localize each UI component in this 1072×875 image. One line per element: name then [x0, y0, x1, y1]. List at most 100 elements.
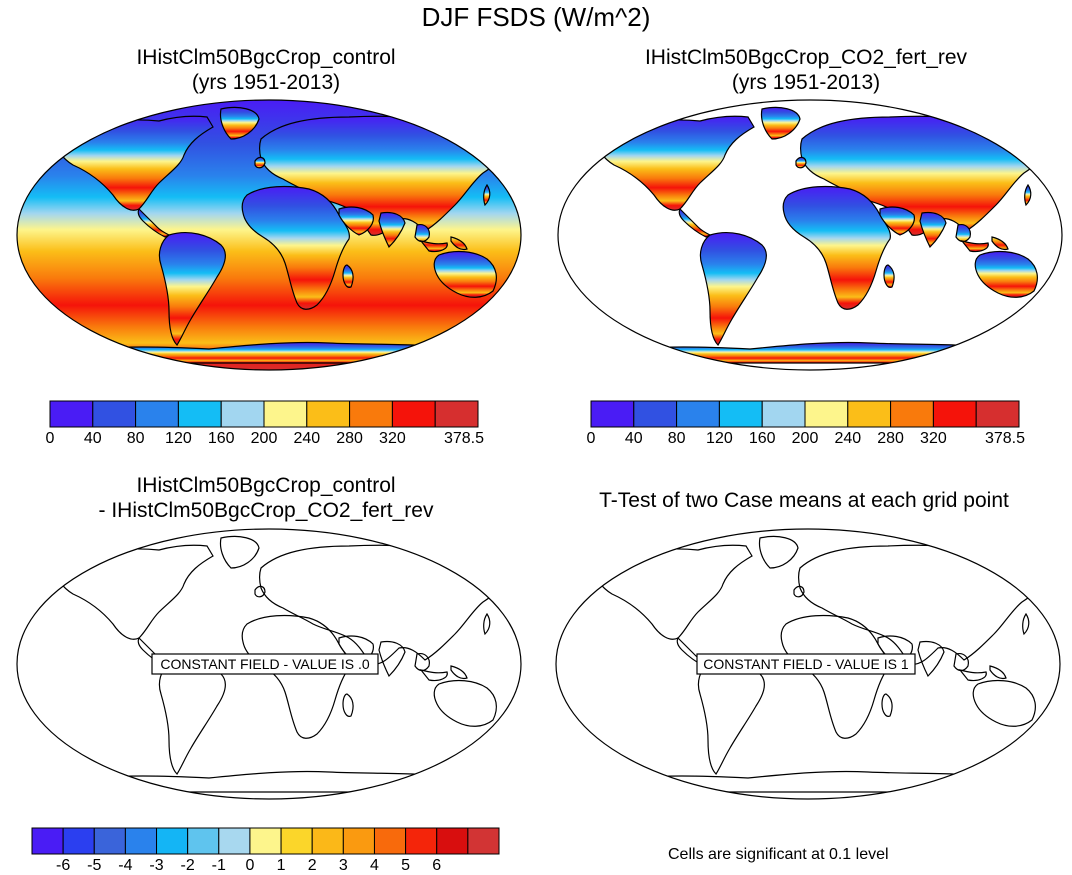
colorbar-diff-swatch	[405, 827, 438, 855]
constant-label-3: CONSTANT FIELD - VALUE IS .0	[151, 653, 379, 675]
colorbar-diff-tick-label: -2	[180, 857, 195, 874]
colorbar-diff-swatch	[31, 827, 64, 855]
colorbar-2-swatch	[676, 400, 720, 428]
colorbar-diff-swatch	[124, 827, 158, 855]
colorbar-1-tick-label: 280	[336, 430, 363, 447]
colorbar-1-tick-label: 120	[165, 430, 192, 447]
colorbar-1-tick-label: 378.5	[443, 430, 485, 447]
map-3-border	[16, 528, 522, 800]
panel-3-title-line2: - IHistClm50BgcCrop_CO2_fert_rev	[98, 499, 434, 522]
colorbar-1-swatch	[135, 400, 179, 428]
map-panel-4	[555, 528, 1061, 800]
colorbar-diff-tick-label: 1	[276, 857, 286, 874]
panel-2-title: IHistClm50BgcCrop_CO2_fert_rev (yrs 1951…	[556, 45, 1056, 95]
colorbar-diff-swatch	[249, 827, 282, 855]
constant-label-4: CONSTANT FIELD - VALUE IS 1	[696, 653, 916, 675]
colorbar-diff-swatch	[342, 827, 375, 855]
colorbar-1-swatch	[92, 400, 137, 428]
map-panel-3	[16, 528, 522, 800]
panel-3-title-line1: IHistClm50BgcCrop_control	[136, 474, 396, 497]
colorbar-diff-swatch	[218, 827, 251, 855]
colorbar-1-swatch	[49, 400, 94, 428]
map-panel-2	[557, 99, 1063, 371]
colorbar-2-swatch	[718, 400, 763, 428]
colorbar-diff-swatch	[93, 827, 126, 855]
colorbar-diff-tick-label: 0	[245, 857, 255, 874]
colorbar-2-tick-label: 120	[706, 430, 733, 447]
colorbar-1-tick-label: 0	[45, 430, 55, 447]
colorbar-1-tick-label: 320	[379, 430, 406, 447]
colorbar-diff-tick-label: 6	[432, 857, 442, 874]
panel-1-title-line1: IHistClm50BgcCrop_control	[136, 46, 396, 69]
colorbar-2-swatch	[890, 400, 934, 428]
map-panel-1	[16, 99, 522, 371]
colorbar-1-tick-label: 200	[250, 430, 278, 447]
colorbar-diff-swatch	[62, 827, 95, 855]
colorbar-diff-swatch	[187, 827, 220, 855]
colorbar-diff-tick-label: 4	[370, 857, 379, 874]
colorbar-diff-swatch	[467, 827, 500, 855]
colorbar-diff-swatch	[373, 827, 407, 855]
colorbar-1-swatch	[220, 400, 265, 428]
colorbar-diff-tick-label: -4	[118, 857, 133, 874]
map-4-border	[555, 528, 1061, 800]
colorbar-panel-1	[49, 400, 479, 428]
constant-label-4-box	[696, 653, 916, 675]
colorbar-2-tick-label: 240	[834, 430, 862, 447]
colorbar-2-tick-label: 160	[748, 430, 776, 447]
colorbar-diff-tick-label: -5	[87, 857, 102, 874]
significance-footnote: Cells are significant at 0.1 level	[668, 846, 889, 863]
constant-label-3-box	[151, 653, 379, 675]
colorbar-2-tick-label: 0	[586, 430, 596, 447]
map-2-land	[569, 106, 1055, 364]
colorbar-diff-tick-label: -6	[56, 857, 71, 874]
colorbar-2-tick-label: 80	[667, 430, 686, 447]
colorbar-diff-swatch	[311, 827, 344, 855]
panel-4-title: T-Test of two Case means at each grid po…	[536, 488, 1072, 513]
constant-label-3-text: CONSTANT FIELD - VALUE IS .0	[160, 656, 369, 672]
colorbar-2-tick-label: 280	[877, 430, 904, 447]
colorbar-1-swatch	[306, 400, 351, 428]
colorbar-2-tick-label: 320	[920, 430, 947, 447]
map-2-border	[557, 99, 1063, 371]
colorbar-diff-swatch	[280, 827, 313, 855]
panel-4-title-line1: T-Test of two Case means at each grid po…	[599, 489, 1009, 512]
constant-label-4-text: CONSTANT FIELD - VALUE IS 1	[703, 656, 909, 672]
colorbar-2-swatch	[633, 400, 678, 428]
colorbar-diff-tick-label: -3	[149, 857, 164, 874]
colorbar-1-swatch	[434, 400, 479, 428]
colorbar-1-swatch	[263, 400, 308, 428]
colorbar-diff-tick-label: 2	[307, 857, 317, 874]
colorbar-2-tick-label: 378.5	[984, 430, 1026, 447]
colorbar-1-swatch	[177, 400, 222, 428]
panel-2-title-line1: IHistClm50BgcCrop_CO2_fert_rev	[644, 46, 968, 69]
colorbar-2-tick-label: 200	[791, 430, 819, 447]
colorbar-diff-tick-label: -1	[211, 857, 226, 874]
colorbar-2-swatch	[804, 400, 849, 428]
colorbar-1-swatch	[391, 400, 436, 428]
colorbar-diff-tick-label: 3	[338, 857, 348, 874]
colorbar-1-tick-label: 160	[207, 430, 235, 447]
colorbar-diff-swatch	[156, 827, 189, 855]
colorbar-2-swatch	[975, 400, 1020, 428]
colorbar-2-swatch	[847, 400, 892, 428]
colorbar-difference	[31, 827, 500, 855]
colorbar-2-swatch	[590, 400, 635, 428]
colorbar-1-tick-label: 240	[293, 430, 321, 447]
map-1-border	[16, 99, 522, 371]
colorbar-diff-swatch	[436, 827, 469, 855]
colorbar-1-tick-label: 40	[83, 430, 102, 447]
panel-3-title: IHistClm50BgcCrop_control - IHistClm50Bg…	[16, 473, 516, 523]
panel-1-title-line2: (yrs 1951-2013)	[191, 71, 341, 94]
panel-2-title-line2: (yrs 1951-2013)	[731, 71, 881, 94]
colorbar-2-tick-label: 40	[624, 430, 643, 447]
figure-title: DJF FSDS (W/m^2)	[421, 2, 651, 32]
colorbar-diff-tick-label: 5	[401, 857, 411, 874]
colorbar-panel-2	[590, 400, 1020, 428]
colorbar-1-tick-label: 80	[126, 430, 145, 447]
colorbar-1-swatch	[349, 400, 393, 428]
colorbar-2-swatch	[932, 400, 977, 428]
colorbar-2-swatch	[761, 400, 806, 428]
panel-1-title: IHistClm50BgcCrop_control (yrs 1951-2013…	[16, 45, 516, 95]
